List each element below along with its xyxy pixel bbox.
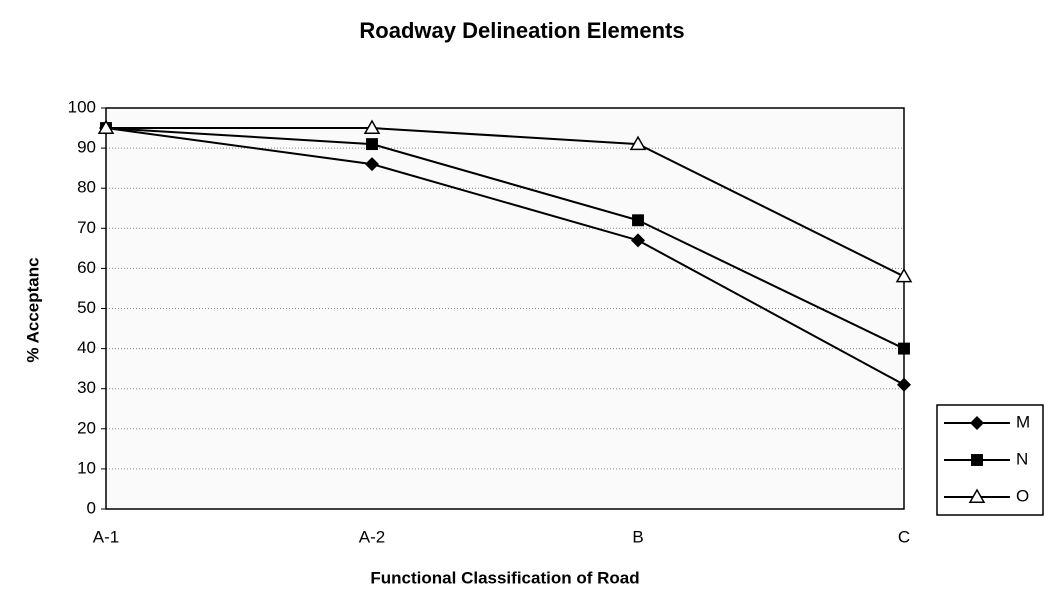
y-tick-label: 80 [77,178,96,197]
x-tick-label: A-1 [93,527,119,546]
legend-label: M [1016,412,1030,431]
marker [970,416,984,430]
x-tick-label: A-2 [359,527,385,546]
x-tick-label: B [632,527,643,546]
marker [366,138,378,151]
y-tick-label: 0 [87,498,96,517]
plot-border [105,107,905,510]
marker [365,157,379,172]
chart-title: Roadway Delineation Elements [359,18,684,43]
marker [895,267,913,283]
y-tick-label: 90 [77,138,96,157]
marker [632,214,644,227]
marker [897,377,911,392]
legend-label: N [1016,449,1028,468]
series-line [106,127,905,278]
series-line [105,127,905,350]
y-tick-label: 50 [77,298,96,317]
marker [631,233,645,248]
y-tick-label: 20 [77,418,96,437]
y-tick-label: 60 [77,258,96,277]
y-tick-label: 70 [77,218,96,237]
x-tick-label: C [898,527,910,546]
legend-label: O [1016,486,1029,505]
marker [968,488,986,503]
marker [97,119,115,135]
x-axis-title: Functional Classification of Road [370,568,639,587]
marker [971,454,983,466]
y-tick-label: 30 [77,378,96,397]
marker [898,342,910,355]
marker [363,119,381,135]
series-line [105,127,905,386]
marker [629,135,647,151]
y-tick-label: 100 [68,97,96,116]
y-tick-label: 40 [77,338,96,357]
y-axis-title: % Acceptanc [23,257,42,362]
y-tick-label: 10 [77,458,96,477]
